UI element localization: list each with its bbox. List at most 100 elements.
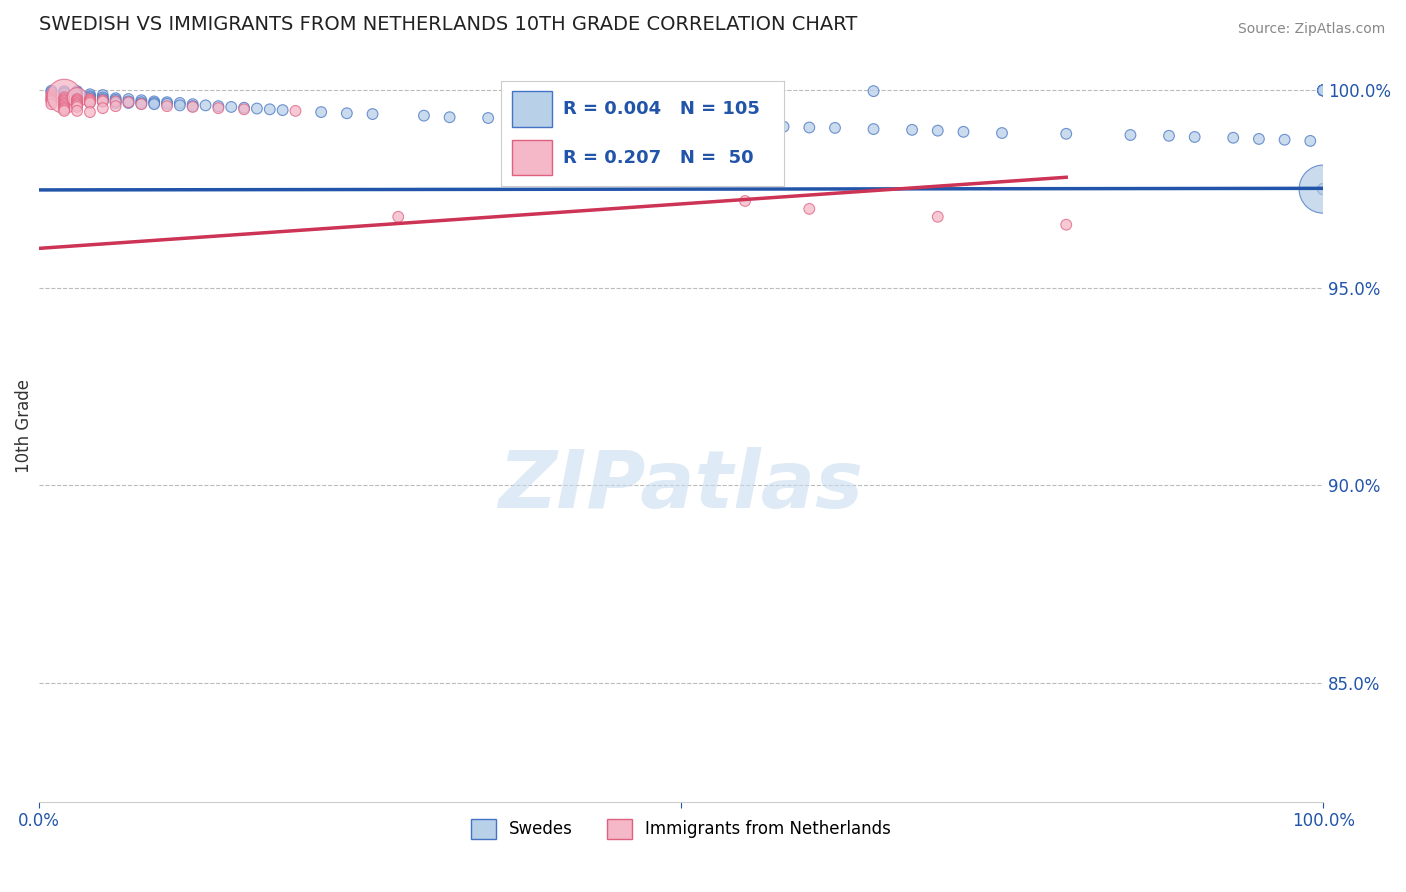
Point bbox=[66, 92, 89, 106]
Point bbox=[53, 89, 76, 103]
Point bbox=[309, 105, 332, 120]
Point bbox=[181, 99, 204, 113]
Point bbox=[79, 87, 101, 102]
Point bbox=[207, 101, 229, 115]
Point bbox=[567, 113, 589, 128]
Point bbox=[772, 120, 794, 134]
Point bbox=[1312, 182, 1334, 196]
Point bbox=[79, 92, 101, 106]
Point bbox=[1054, 127, 1077, 141]
Point bbox=[1312, 182, 1334, 196]
Point bbox=[1312, 83, 1334, 97]
Point bbox=[696, 118, 718, 132]
Point bbox=[927, 210, 949, 224]
Point bbox=[79, 90, 101, 104]
Point bbox=[104, 93, 127, 107]
Point bbox=[91, 95, 114, 109]
Point bbox=[361, 107, 384, 121]
Point bbox=[91, 95, 114, 109]
Point bbox=[1222, 130, 1244, 145]
Point bbox=[156, 99, 179, 113]
Point bbox=[181, 100, 204, 114]
Point bbox=[1312, 182, 1334, 196]
Point bbox=[66, 85, 89, 99]
Point bbox=[207, 99, 229, 113]
Point bbox=[927, 123, 949, 137]
Point bbox=[1312, 83, 1334, 97]
Point bbox=[79, 93, 101, 107]
Point bbox=[117, 95, 139, 109]
Point bbox=[66, 92, 89, 106]
Point bbox=[1312, 182, 1334, 196]
Point bbox=[91, 88, 114, 103]
Point bbox=[181, 97, 204, 112]
Point bbox=[66, 97, 89, 112]
Point bbox=[41, 85, 63, 99]
Point bbox=[66, 93, 89, 107]
Point bbox=[41, 90, 63, 104]
Point bbox=[53, 98, 76, 112]
Y-axis label: 10th Grade: 10th Grade bbox=[15, 379, 32, 473]
Point bbox=[259, 103, 281, 117]
Point bbox=[79, 105, 101, 120]
Point bbox=[862, 84, 884, 98]
Point bbox=[1312, 182, 1334, 196]
Point bbox=[91, 101, 114, 115]
Point bbox=[991, 126, 1014, 140]
Point bbox=[53, 101, 76, 115]
Point bbox=[1312, 182, 1334, 196]
Point bbox=[66, 103, 89, 118]
Point bbox=[734, 119, 756, 133]
Point bbox=[41, 84, 63, 98]
Point bbox=[91, 93, 114, 107]
Point bbox=[1312, 182, 1334, 196]
Point bbox=[131, 96, 153, 111]
Point bbox=[79, 92, 101, 106]
Point bbox=[66, 98, 89, 112]
Point bbox=[104, 95, 127, 109]
Point bbox=[219, 100, 242, 114]
Point bbox=[246, 102, 269, 116]
Point bbox=[53, 103, 76, 117]
Point bbox=[53, 93, 76, 107]
Point bbox=[799, 202, 821, 216]
Point bbox=[1312, 182, 1334, 196]
Point bbox=[66, 89, 89, 103]
Point bbox=[104, 95, 127, 109]
Point bbox=[53, 100, 76, 114]
Point bbox=[79, 89, 101, 103]
Point bbox=[194, 98, 217, 112]
Point bbox=[1157, 128, 1180, 143]
Point bbox=[1312, 83, 1334, 97]
Point bbox=[104, 95, 127, 110]
Point bbox=[79, 95, 101, 110]
Point bbox=[53, 87, 76, 101]
Point bbox=[862, 122, 884, 136]
Point bbox=[477, 111, 499, 125]
Point bbox=[644, 116, 666, 130]
Point bbox=[169, 98, 191, 112]
Point bbox=[952, 125, 974, 139]
Point bbox=[1247, 132, 1270, 146]
Text: Source: ZipAtlas.com: Source: ZipAtlas.com bbox=[1237, 22, 1385, 37]
Point bbox=[1312, 83, 1334, 97]
Point bbox=[1299, 134, 1322, 148]
Point bbox=[1274, 133, 1296, 147]
Point bbox=[41, 92, 63, 106]
Point bbox=[156, 96, 179, 111]
Point bbox=[53, 89, 76, 103]
Point bbox=[53, 95, 76, 109]
Point bbox=[91, 92, 114, 106]
Point bbox=[66, 95, 89, 109]
Point bbox=[516, 112, 538, 126]
Point bbox=[66, 90, 89, 104]
Point bbox=[606, 115, 628, 129]
Point bbox=[117, 95, 139, 110]
Point bbox=[66, 90, 89, 104]
Point bbox=[104, 99, 127, 113]
Text: ZIPatlas: ZIPatlas bbox=[498, 447, 863, 525]
Point bbox=[1312, 182, 1334, 196]
Point bbox=[53, 95, 76, 110]
Point bbox=[1312, 182, 1334, 196]
Point bbox=[41, 95, 63, 109]
